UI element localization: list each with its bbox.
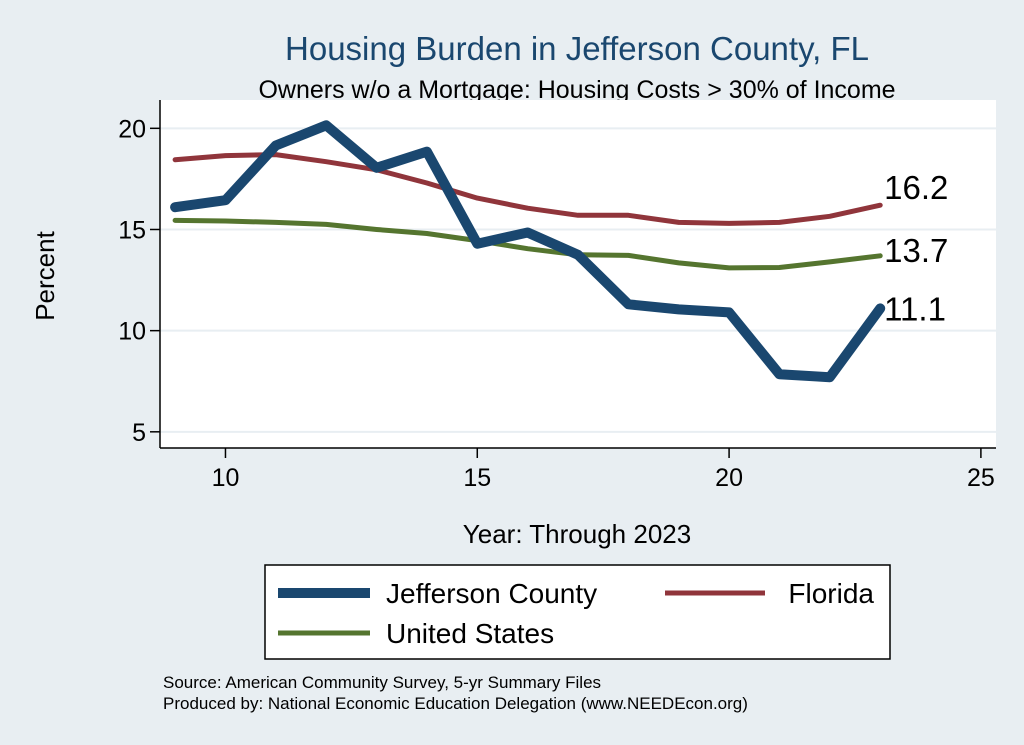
legend: Jefferson County Florida United States: [264, 564, 891, 660]
end-labels: 11.1 16.2 13.7: [884, 169, 948, 327]
x-tick-label-25: 25: [967, 464, 995, 492]
chart-subtitle: Owners w/o a Mortgage: Housing Costs > 3…: [258, 76, 895, 104]
y-tick-label-5: 5: [132, 419, 146, 447]
x-tick-label-20: 20: [715, 464, 743, 492]
end-label-jefferson-county: 11.1: [884, 290, 946, 327]
y-tick-label-15: 15: [118, 216, 146, 244]
end-label-florida: 16.2: [884, 169, 948, 206]
x-tick-label-15: 15: [463, 464, 491, 492]
legend-label-florida: Florida: [788, 578, 874, 609]
plot-area: [160, 100, 996, 448]
legend-label-united-states: United States: [386, 618, 554, 649]
series-lines: [170, 120, 886, 383]
y-tick-label-20: 20: [118, 115, 146, 143]
axes: 5 10 15 20 10 15 20 25: [118, 100, 996, 492]
produced-by-note: Produced by: National Economic Education…: [163, 694, 748, 713]
end-label-united-states: 13.7: [884, 232, 948, 269]
series-line-jefferson-county: [170, 120, 886, 383]
source-note: Source: American Community Survey, 5-yr …: [163, 673, 601, 692]
x-tick-label-10: 10: [212, 464, 240, 492]
gridlines: [160, 127, 996, 433]
y-axis-title: Percent: [30, 230, 60, 320]
series-line-florida: [172, 152, 883, 226]
y-tick-label-10: 10: [118, 318, 146, 346]
series-line-united-states: [172, 217, 883, 271]
legend-box: [264, 564, 891, 660]
chart-title: Housing Burden in Jefferson County, FL: [285, 30, 869, 67]
legend-label-jefferson-county: Jefferson County: [386, 578, 597, 609]
x-axis-title: Year: Through 2023: [463, 519, 691, 549]
